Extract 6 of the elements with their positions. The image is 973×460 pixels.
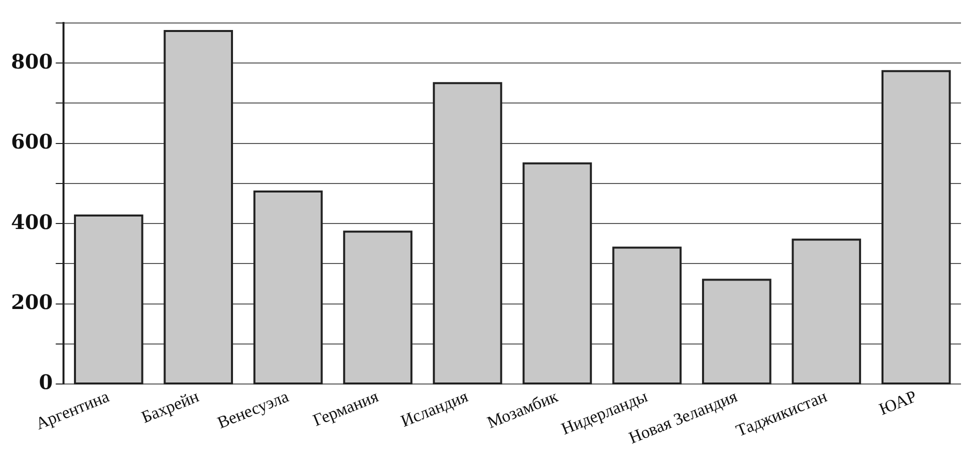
y-tick-label: 800 — [11, 49, 53, 74]
y-tick-label: 0 — [38, 370, 53, 394]
y-tick-label: 400 — [11, 210, 53, 234]
y-tick-label: 200 — [11, 290, 53, 314]
x-tick-label: ЮАР — [876, 386, 920, 419]
y-tick-label: 600 — [11, 130, 53, 154]
